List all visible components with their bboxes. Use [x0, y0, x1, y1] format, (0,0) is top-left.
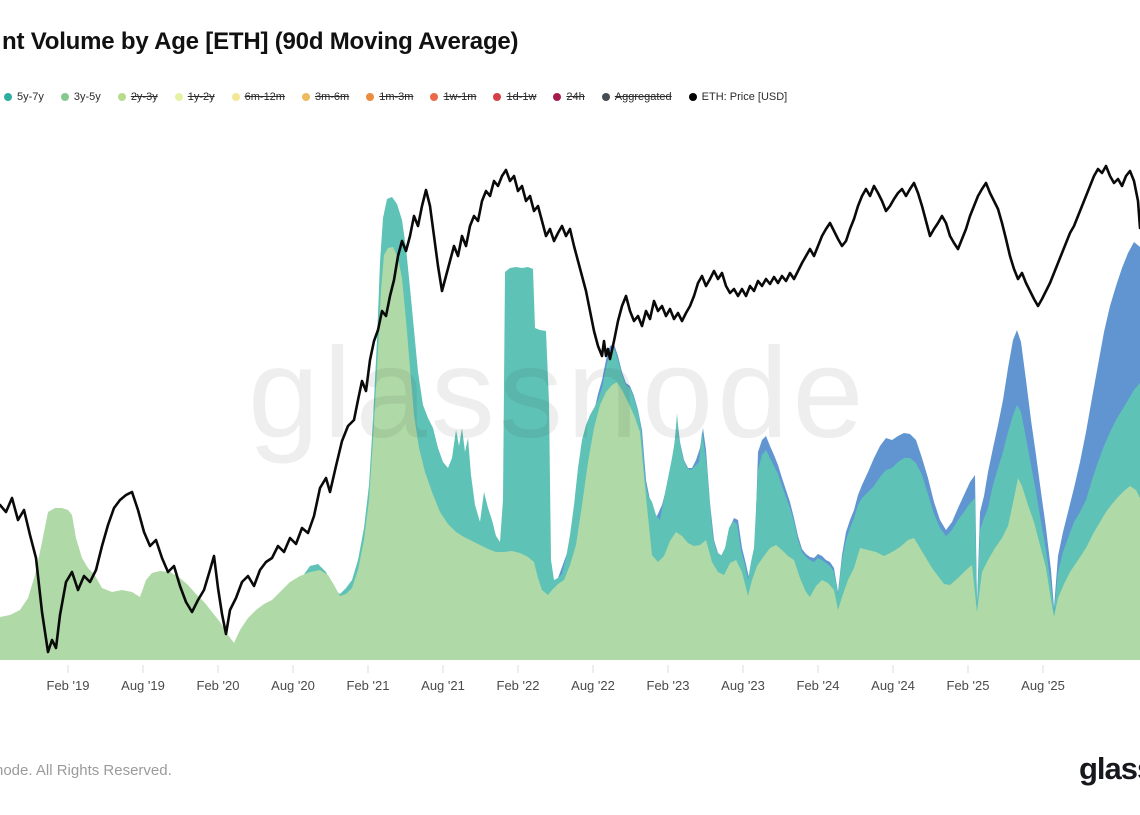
legend-dot-icon — [117, 93, 126, 101]
legend-item-label: 1y-2y — [187, 91, 215, 103]
glassnode-logo: glassnode — [1079, 751, 1140, 786]
legend-item-label: ETH: Price [USD] — [701, 91, 788, 103]
legend-item-label: 1w-1m — [443, 91, 477, 103]
legend-item-6m-12m[interactable]: 6m-12m — [231, 91, 285, 103]
legend-item-label: 6m-12m — [244, 91, 285, 103]
legend-item-label: Aggregated — [614, 91, 672, 103]
x-axis-label: Feb '19 — [46, 678, 90, 693]
legend-dot-icon — [553, 93, 562, 101]
price-line-eth-price-usd- — [0, 164, 1140, 654]
legend-item-label: 2y-3y — [130, 91, 158, 103]
legend-item-3y-5y[interactable]: 3y-5y — [60, 91, 101, 103]
legend-item-1d-1w[interactable]: 1d-1w — [493, 91, 536, 103]
legend-dot-icon — [688, 93, 697, 101]
legend-dot-icon — [174, 93, 183, 101]
x-axis-label: Aug '21 — [421, 678, 465, 693]
legend-item-label: 3m-6m — [314, 91, 350, 103]
x-axis-label: Feb '23 — [646, 678, 690, 693]
copyright-text: node. All Rights Reserved. — [0, 762, 172, 779]
legend-dot-icon — [366, 93, 375, 101]
legend-item-aggregated[interactable]: Aggregated — [601, 91, 672, 103]
legend-dot-icon — [301, 93, 310, 101]
legend-dot-icon — [493, 93, 502, 101]
legend-item-eth-price-usd-[interactable]: ETH: Price [USD] — [688, 91, 788, 103]
x-axis-label: Aug '22 — [571, 678, 615, 693]
legend-item-label: 3y-5y — [73, 91, 101, 103]
page-title: nt Volume by Age [ETH] (90d Moving Avera… — [2, 28, 519, 55]
x-axis-label: Aug '25 — [1021, 678, 1065, 693]
x-axis-label: Aug '19 — [121, 678, 165, 693]
legend-item-label: 1d-1w — [506, 91, 537, 103]
legend-item-3m-6m[interactable]: 3m-6m — [301, 91, 350, 103]
x-axis-label: Feb '20 — [196, 678, 240, 693]
x-axis-label: Feb '21 — [346, 678, 390, 693]
legend-item-label: 5y-7y — [17, 91, 44, 103]
x-axis-label: Aug '24 — [871, 678, 915, 693]
area-series-5y-7y — [0, 197, 1140, 660]
legend-dot-icon — [4, 93, 12, 101]
x-axis-label: Feb '25 — [946, 678, 990, 693]
legend-dot-icon — [60, 93, 69, 101]
legend: 5y-7y 3y-5y 2y-3y 1y-2y 6m-12m 3m-6m 1m-3m 1w-1… — [4, 91, 787, 103]
area-series-3y-5y — [0, 247, 1140, 660]
legend-dot-icon — [601, 93, 610, 101]
legend-dot-icon — [231, 93, 240, 101]
legend-item-2y-3y[interactable]: 2y-3y — [117, 91, 158, 103]
legend-item-5y-7y[interactable]: 5y-7y — [4, 91, 44, 103]
x-axis-label: Feb '22 — [496, 678, 540, 693]
legend-dot-icon — [430, 93, 439, 101]
legend-item-1y-2y[interactable]: 1y-2y — [174, 91, 215, 103]
legend-item-1m-3m[interactable]: 1m-3m — [366, 91, 413, 103]
legend-item-label: 1m-3m — [379, 91, 414, 103]
x-axis-label: Aug '23 — [721, 678, 765, 693]
legend-item-1w-1m[interactable]: 1w-1m — [430, 91, 476, 103]
x-axis-label: Aug '20 — [271, 678, 315, 693]
legend-item-24h[interactable]: 24h — [553, 91, 585, 103]
x-axis-label: Feb '24 — [796, 678, 840, 693]
legend-item-label: 24h — [566, 91, 585, 103]
